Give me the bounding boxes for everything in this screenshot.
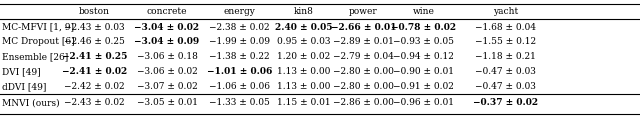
- Text: −1.01 ± 0.06: −1.01 ± 0.06: [207, 67, 272, 76]
- Text: DVI [49]: DVI [49]: [2, 67, 40, 76]
- Text: −1.99 ± 0.09: −1.99 ± 0.09: [209, 38, 270, 46]
- Text: −1.68 ± 0.04: −1.68 ± 0.04: [475, 23, 536, 32]
- Text: −1.33 ± 0.05: −1.33 ± 0.05: [209, 98, 270, 107]
- Text: 1.13 ± 0.00: 1.13 ± 0.00: [276, 82, 330, 91]
- Text: kin8: kin8: [293, 7, 314, 16]
- Text: wine: wine: [413, 7, 435, 16]
- Text: 1.15 ± 0.01: 1.15 ± 0.01: [276, 98, 330, 107]
- Text: −3.04 ± 0.02: −3.04 ± 0.02: [134, 23, 200, 32]
- Text: −0.37 ± 0.02: −0.37 ± 0.02: [473, 98, 538, 107]
- Text: −3.04 ± 0.09: −3.04 ± 0.09: [134, 38, 200, 46]
- Text: yacht: yacht: [493, 7, 518, 16]
- Text: MC Dropout [6]: MC Dropout [6]: [2, 38, 74, 46]
- Text: −3.05 ± 0.01: −3.05 ± 0.01: [136, 98, 198, 107]
- Text: 0.95 ± 0.03: 0.95 ± 0.03: [276, 38, 330, 46]
- Text: Ensemble [26]: Ensemble [26]: [2, 52, 68, 61]
- Text: −0.47 ± 0.03: −0.47 ± 0.03: [475, 82, 536, 91]
- Text: −2.86 ± 0.00: −2.86 ± 0.00: [333, 98, 394, 107]
- Text: −2.80 ± 0.00: −2.80 ± 0.00: [333, 82, 394, 91]
- Text: −2.41 ± 0.25: −2.41 ± 0.25: [62, 52, 127, 61]
- Text: −3.06 ± 0.18: −3.06 ± 0.18: [136, 52, 198, 61]
- Text: −3.06 ± 0.02: −3.06 ± 0.02: [137, 67, 197, 76]
- Text: concrete: concrete: [147, 7, 188, 16]
- Text: power: power: [349, 7, 378, 16]
- Text: −2.80 ± 0.00: −2.80 ± 0.00: [333, 67, 394, 76]
- Text: −0.78 ± 0.02: −0.78 ± 0.02: [391, 23, 456, 32]
- Text: −1.55 ± 0.12: −1.55 ± 0.12: [475, 38, 536, 46]
- Text: −0.47 ± 0.03: −0.47 ± 0.03: [475, 67, 536, 76]
- Text: energy: energy: [223, 7, 255, 16]
- Text: dDVI [49]: dDVI [49]: [2, 82, 46, 91]
- Text: 1.20 ± 0.02: 1.20 ± 0.02: [276, 52, 330, 61]
- Text: −2.42 ± 0.02: −2.42 ± 0.02: [65, 82, 125, 91]
- Text: −2.41 ± 0.02: −2.41 ± 0.02: [62, 67, 127, 76]
- Text: −2.46 ± 0.25: −2.46 ± 0.25: [64, 38, 125, 46]
- Text: −0.94 ± 0.12: −0.94 ± 0.12: [393, 52, 454, 61]
- Text: −3.07 ± 0.02: −3.07 ± 0.02: [137, 82, 197, 91]
- Text: −2.79 ± 0.04: −2.79 ± 0.04: [333, 52, 394, 61]
- Text: −2.43 ± 0.03: −2.43 ± 0.03: [65, 23, 125, 32]
- Text: −0.91 ± 0.02: −0.91 ± 0.02: [393, 82, 454, 91]
- Text: −1.18 ± 0.21: −1.18 ± 0.21: [475, 52, 536, 61]
- Text: 2.40 ± 0.05: 2.40 ± 0.05: [275, 23, 332, 32]
- Text: boston: boston: [79, 7, 110, 16]
- Text: −0.90 ± 0.01: −0.90 ± 0.01: [393, 67, 454, 76]
- Text: −2.66 ± 0.01: −2.66 ± 0.01: [331, 23, 396, 32]
- Text: −0.96 ± 0.01: −0.96 ± 0.01: [393, 98, 454, 107]
- Text: −2.89 ± 0.01: −2.89 ± 0.01: [333, 38, 394, 46]
- Text: −1.06 ± 0.06: −1.06 ± 0.06: [209, 82, 270, 91]
- Text: MC-MFVI [1, 9]: MC-MFVI [1, 9]: [2, 23, 74, 32]
- Text: −2.38 ± 0.02: −2.38 ± 0.02: [209, 23, 269, 32]
- Text: −0.93 ± 0.05: −0.93 ± 0.05: [393, 38, 454, 46]
- Text: MNVI (ours): MNVI (ours): [2, 98, 60, 107]
- Text: 1.13 ± 0.00: 1.13 ± 0.00: [276, 67, 330, 76]
- Text: −1.38 ± 0.22: −1.38 ± 0.22: [209, 52, 269, 61]
- Text: −2.43 ± 0.02: −2.43 ± 0.02: [65, 98, 125, 107]
